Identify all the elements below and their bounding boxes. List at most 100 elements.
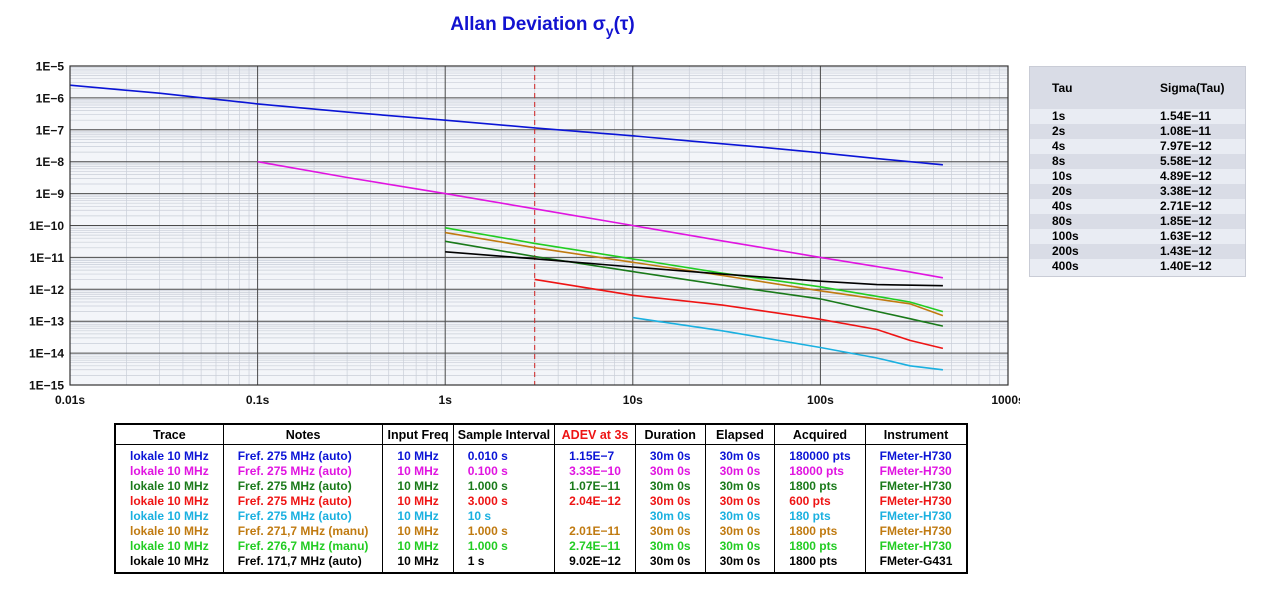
y-tick-label: 1E−5 [36,60,65,74]
header-elapsed: Elapsed [704,424,776,445]
sigma-value: 5.58E−12 [1160,154,1212,168]
cell-trace: lokale 10 MHz [114,479,224,494]
trace-table-body: lokale 10 MHz Fref. 275 MHz (auto) 10 MHz 0… [114,444,968,573]
cell-sample-interval: 1 s [452,554,556,573]
header-instrument: Instrument [864,424,968,445]
cell-instrument: FMeter-H730 [864,464,968,479]
cell-elapsed: 30m 0s [704,444,776,464]
cell-adev-at-3s: 3.33E−10 [554,464,636,479]
tau-rows: 1s 1.54E−11 2s 1.08E−11 4s 7.97E−12 8s 5.58E−12… [1030,109,1245,274]
tau-value: 40s [1052,199,1073,213]
header-acquired: Acquired [774,424,866,445]
cell-acquired: 18000 pts [774,464,866,479]
cell-sample-interval: 1.000 s [452,539,556,554]
header-duration: Duration [634,424,706,445]
sigma-value: 1.40E−12 [1160,259,1212,273]
y-tick-label: 1E−7 [36,123,65,137]
y-tick-label: 1E−9 [36,187,65,201]
cell-trace: lokale 10 MHz [114,539,224,554]
tau-value: 20s [1052,184,1073,198]
trace-table: Trace Notes Input Freq Sample Interval ADEV … [114,423,969,574]
tau-row: 400s 1.40E−12 [1030,259,1245,274]
plot-frame [69,65,1009,386]
cell-instrument: FMeter-G431 [864,554,968,573]
cell-elapsed: 30m 0s [704,479,776,494]
tau-row: 8s 5.58E−12 [1030,154,1245,169]
tau-row: 20s 3.38E−12 [1030,184,1245,199]
cell-duration: 30m 0s [634,554,706,573]
cell-notes: Fref. 276,7 MHz (manu) [222,539,384,554]
cell-notes: Fref. 275 MHz (auto) [222,444,384,464]
cell-adev-at-3s: 2.01E−11 [554,524,636,539]
header-trace: Trace [114,424,224,445]
cell-input-freq: 10 MHz [382,524,454,539]
series-line-5 [632,316,943,371]
cell-trace: lokale 10 MHz [114,524,224,539]
cell-elapsed: 30m 0s [704,539,776,554]
cell-notes: Fref. 271,7 MHz (manu) [222,524,384,539]
table-row: lokale 10 MHz Fref. 275 MHz (auto) 10 MHz 1… [114,479,968,494]
tau-value: 4s [1052,139,1066,153]
cell-duration: 30m 0s [634,509,706,524]
y-tick-label: 1E−11 [30,251,65,265]
cell-instrument: FMeter-H730 [864,494,968,509]
cell-duration: 30m 0s [634,464,706,479]
cell-adev-at-3s: 9.02E−12 [554,554,636,573]
cell-acquired: 180000 pts [774,444,866,464]
cell-sample-interval: 1.000 s [452,524,556,539]
cell-notes: Fref. 275 MHz (auto) [222,494,384,509]
sigma-value: 2.71E−12 [1160,199,1212,213]
cell-sample-interval: 10 s [452,509,556,524]
y-tick-label: 1E−6 [36,91,65,105]
series-line-2 [257,160,944,279]
cell-acquired: 600 pts [774,494,866,509]
table-row: lokale 10 MHz Fref. 271,7 MHz (manu) 10 MH… [114,524,968,539]
cell-acquired: 1800 pts [774,539,866,554]
table-row: lokale 10 MHz Fref. 275 MHz (auto) 10 MHz 3… [114,494,968,509]
cell-duration: 30m 0s [634,479,706,494]
cell-input-freq: 10 MHz [382,464,454,479]
table-row: lokale 10 MHz Fref. 275 MHz (auto) 10 MHz 0… [114,444,968,464]
cell-trace: lokale 10 MHz [114,554,224,573]
y-tick-label: 1E−15 [29,379,64,393]
cell-elapsed: 30m 0s [704,509,776,524]
cell-acquired: 180 pts [774,509,866,524]
tau-row: 4s 7.97E−12 [1030,139,1245,154]
cell-elapsed: 30m 0s [704,464,776,479]
cell-adev-at-3s: 1.07E−11 [554,479,636,494]
cell-sample-interval: 1.000 s [452,479,556,494]
sigma-value: 1.43E−12 [1160,244,1212,258]
cell-duration: 30m 0s [634,539,706,554]
table-row: lokale 10 MHz Fref. 276,7 MHz (manu) 10 MH… [114,539,968,554]
table-row: lokale 10 MHz Fref. 171,7 MHz (auto) 10 MH… [114,554,968,573]
x-tick-label: 10s [623,393,643,407]
series-line-6 [445,231,944,317]
cell-instrument: FMeter-H730 [864,479,968,494]
x-tick-label: 0.01s [55,393,85,407]
x-tick-label: 1s [439,393,453,407]
cell-trace: lokale 10 MHz [114,509,224,524]
cell-sample-interval: 0.100 s [452,464,556,479]
tau-row: 1s 1.54E−11 [1030,109,1245,124]
cell-input-freq: 10 MHz [382,509,454,524]
tau-value: 10s [1052,169,1073,183]
cell-adev-at-3s: 2.04E−12 [554,494,636,509]
series-line-3 [445,240,944,327]
cell-duration: 30m 0s [634,524,706,539]
sigma-value: 1.08E−11 [1160,124,1212,138]
header-input-freq: Input Freq [382,424,454,445]
cell-trace: lokale 10 MHz [114,494,224,509]
cell-trace: lokale 10 MHz [114,444,224,464]
cell-input-freq: 10 MHz [382,554,454,573]
tau-value: 2s [1052,124,1066,138]
cell-duration: 30m 0s [634,494,706,509]
tau-row: 40s 2.71E−12 [1030,199,1245,214]
cell-acquired: 1800 pts [774,554,866,573]
cell-input-freq: 10 MHz [382,494,454,509]
y-tick-label: 1E−8 [36,155,65,169]
tau-sigma-panel: Tau Sigma(Tau) 1s 1.54E−11 2s 1.08E−11 4s 7.9… [1029,66,1246,277]
cell-adev-at-3s [554,509,636,524]
cell-adev-at-3s: 2.74E−11 [554,539,636,554]
cell-instrument: FMeter-H730 [864,509,968,524]
table-row: lokale 10 MHz Fref. 275 MHz (auto) 10 MHz 0… [114,464,968,479]
